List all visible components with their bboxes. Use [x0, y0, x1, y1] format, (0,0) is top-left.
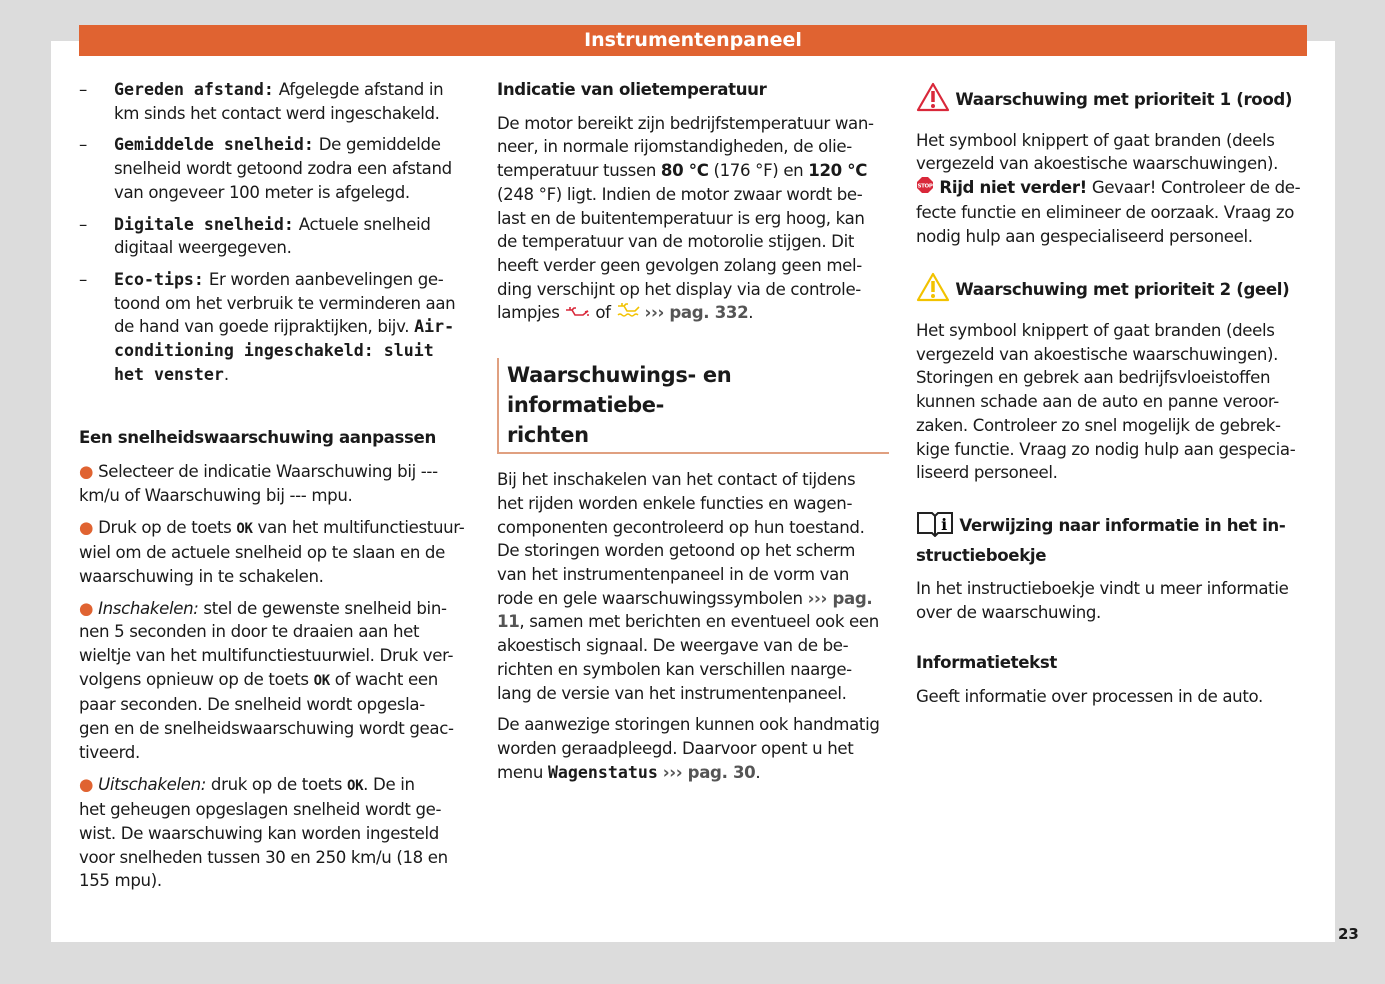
- text-run: ●: [79, 598, 99, 618]
- text-run: .: [748, 303, 754, 323]
- page-reference-link[interactable]: ››› pag. 30: [662, 762, 756, 782]
- oil-temperature-red-icon: [564, 302, 590, 326]
- list-item: Gereden afstand: Afgelegde afstand in km…: [79, 78, 474, 125]
- text-run: , samen met berichten en eventueel ook e…: [497, 612, 879, 703]
- text-run: (248 °F) ligt. Indien de motor zwaar wor…: [497, 184, 865, 323]
- text-run: Geeft informatie over processen in de au…: [916, 686, 1263, 706]
- svg-text:i: i: [941, 515, 947, 534]
- list-item: Eco-tips: Er worden aanbevelingen ge- to…: [79, 268, 474, 387]
- text-run: ●: [79, 462, 99, 482]
- section-heading: Een snelheidswaarschuwing aanpassen: [79, 426, 474, 450]
- text-run: druk op de toets: [205, 774, 347, 794]
- section-heading: Waarschuwing met prioriteit 2 (geel): [916, 272, 1311, 309]
- text-run: Air- conditioning ingeschakeld: sluit he…: [114, 317, 455, 384]
- text-run: Het symbool knippert of gaat branden (de…: [916, 130, 1279, 174]
- text-run: Waarschuwing met prioriteit 2 (geel): [950, 280, 1290, 300]
- page-header-title: Instrumentenpaneel: [79, 25, 1307, 56]
- page-reference-link[interactable]: ››› pag. 11: [497, 588, 873, 632]
- column-2: Indicatie van olietemperatuur De motor be…: [497, 78, 889, 792]
- column-1: Gereden afstand: Afgelegde afstand in km…: [79, 78, 474, 901]
- paragraph: ● Druk op de toets OK van het multifunct…: [79, 516, 474, 589]
- text-run: Actuele snelheid digitaal weergegeven.: [114, 214, 431, 258]
- paragraph: De aanwezige storingen kunnen ook handma…: [497, 713, 889, 784]
- section-heading: Indicatie van olietemperatuur: [497, 78, 889, 102]
- section-heading: Waarschuwing met prioriteit 1 (rood): [916, 82, 1311, 119]
- text-run: Druk op de toets: [98, 517, 237, 537]
- text-run: ●: [79, 517, 99, 537]
- paragraph: In het instructieboekje vindt u meer inf…: [916, 577, 1311, 624]
- stop-sign-icon: STOP: [916, 176, 934, 201]
- text-run: 120 °C: [808, 161, 868, 181]
- ok-key-label: OK: [236, 520, 253, 537]
- text-run: In het instructieboekje vindt u meer inf…: [916, 579, 1289, 623]
- text-run: 80 °C: [660, 161, 709, 181]
- warning-triangle-yellow-icon: [916, 272, 950, 309]
- section-heading: Informatietekst: [916, 651, 1311, 675]
- text-run: Indicatie van olietemperatuur: [497, 80, 767, 99]
- paragraph: Geeft informatie over processen in de au…: [916, 685, 1311, 709]
- text-run: of wacht een paar seconden. De snelheid …: [79, 669, 454, 762]
- paragraph: Het symbool knippert of gaat branden (de…: [916, 129, 1311, 249]
- text-run: De aanwezige storingen kunnen ook handma…: [497, 715, 880, 782]
- text-run: De motor bereikt zijn bedrijfstemperatuu…: [497, 113, 874, 181]
- text-run: Waarschuwings- en informatiebe- richten: [507, 363, 732, 448]
- text-run: Rijd niet verder!: [934, 178, 1087, 198]
- ok-key-label: OK: [313, 672, 331, 689]
- text-run: Gemiddelde snelheid:: [114, 135, 314, 155]
- text-run: Het symbool knippert of gaat branden (de…: [916, 321, 1296, 483]
- text-run: .: [223, 364, 229, 384]
- text-run: Verwijzing naar informatie in het in- st…: [916, 515, 1286, 565]
- text-run: De gemiddelde snelheid wordt getoond zod…: [114, 135, 452, 202]
- column-3: Waarschuwing met prioriteit 1 (rood) Het …: [916, 78, 1311, 716]
- text-run: Gevaar! Controleer de de- fecte functie …: [916, 178, 1301, 246]
- text-run: Er worden aanbevelingen ge- toond om het…: [114, 269, 456, 337]
- text-run: stel de gewenste snelheid bin- nen 5 sec…: [79, 598, 454, 689]
- section-heading: i Verwijzing naar informatie in het in- …: [916, 509, 1311, 567]
- book-info-icon: i: [916, 509, 954, 544]
- text-run: Informatietekst: [916, 652, 1057, 672]
- oil-level-yellow-icon: [616, 301, 640, 326]
- paragraph: Bij het inschakelen van het contact of t…: [497, 468, 889, 705]
- svg-text:STOP: STOP: [917, 184, 932, 190]
- text-run: Waarschuwing met prioriteit 1 (rood): [950, 89, 1293, 109]
- chapter-heading: Waarschuwings- en informatiebe- richten: [497, 358, 889, 455]
- text-run: Een snelheidswaarschuwing aanpassen: [79, 428, 436, 448]
- list-item: Gemiddelde snelheid: De gemiddelde snelh…: [79, 133, 474, 204]
- text-run: .: [755, 762, 761, 782]
- paragraph: Het symbool knippert of gaat branden (de…: [916, 319, 1311, 485]
- text-run: Gereden afstand:: [114, 80, 274, 99]
- text-run: Digitale snelheid:: [114, 214, 294, 234]
- text-run: Uitschakelen:: [98, 774, 206, 794]
- list-item: Digitale snelheid: Actuele snelheid digi…: [79, 213, 474, 260]
- text-run: Afgelegde afstand in km sinds het contac…: [114, 80, 444, 123]
- text-run: Bij het inschakelen van het contact of t…: [497, 470, 865, 608]
- text-run: (176 °F) en: [708, 161, 809, 181]
- paragraph: De motor bereikt zijn bedrijfstemperatuu…: [497, 112, 889, 326]
- text-run: Selecteer de indicatie Waarschuwing bij …: [79, 462, 438, 505]
- text-run: Wagenstatus: [547, 762, 658, 782]
- text-run: Eco-tips:: [114, 269, 204, 289]
- paragraph: ● Selecteer de indicatie Waarschuwing bi…: [79, 460, 474, 507]
- text-run: . De in het geheugen opgeslagen snelheid…: [79, 774, 448, 891]
- page-number: 23: [1338, 925, 1359, 943]
- paragraph: ● Uitschakelen: druk op de toets OK. De …: [79, 773, 474, 894]
- ok-key-label: OK: [347, 777, 364, 794]
- text-run: of: [590, 303, 616, 323]
- warning-triangle-red-icon: [916, 82, 950, 119]
- page-reference-link[interactable]: ››› pag. 332: [644, 303, 749, 323]
- paragraph: ● Inschakelen: stel de gewenste snelheid…: [79, 597, 474, 765]
- text-run: Inschakelen:: [98, 598, 199, 618]
- text-run: ●: [79, 774, 99, 794]
- text-run: van het multifunctiestuur- wiel om de ac…: [79, 517, 465, 586]
